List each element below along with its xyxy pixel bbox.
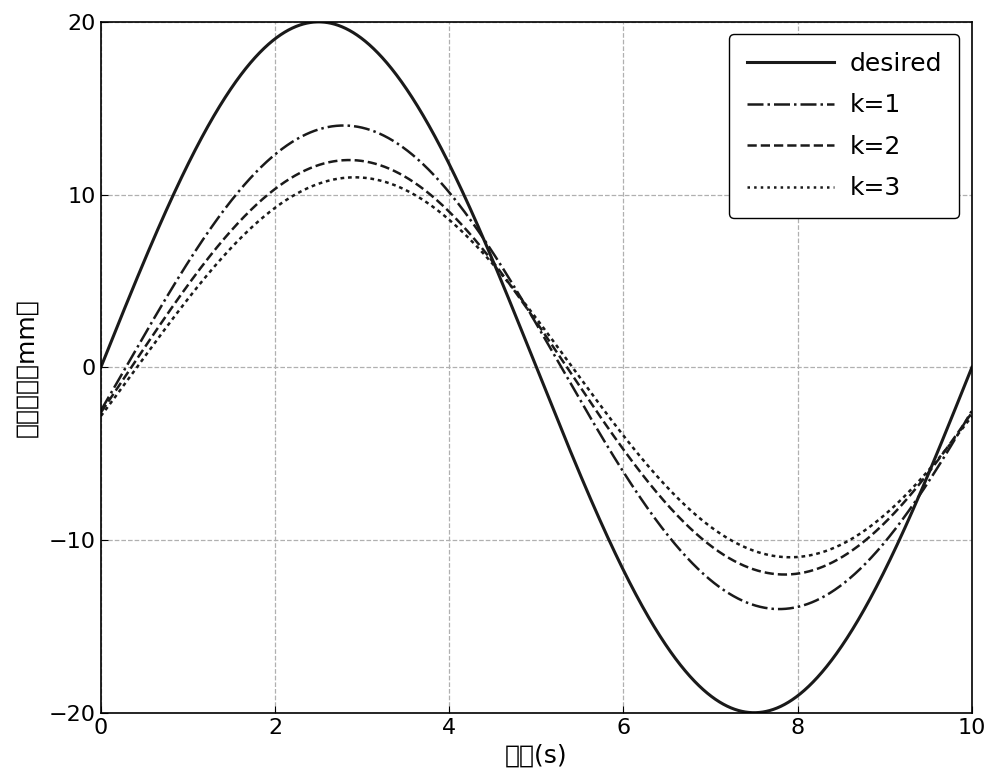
- Legend: desired, k=1, k=2, k=3: desired, k=1, k=2, k=3: [729, 34, 959, 218]
- Y-axis label: 系统输出（mm）: 系统输出（mm）: [14, 298, 38, 437]
- X-axis label: 时间(s): 时间(s): [505, 743, 568, 767]
